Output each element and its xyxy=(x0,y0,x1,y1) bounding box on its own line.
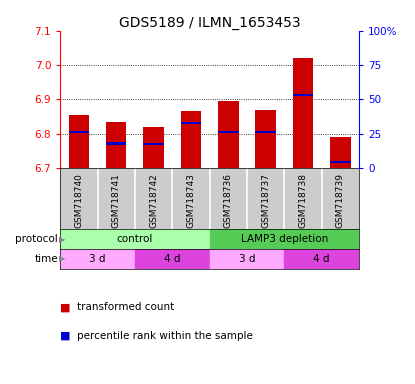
Text: GSM718740: GSM718740 xyxy=(74,173,83,228)
Bar xyxy=(210,229,359,249)
Bar xyxy=(210,168,247,229)
Bar xyxy=(322,168,359,229)
Text: time: time xyxy=(34,254,58,264)
Text: GSM718742: GSM718742 xyxy=(149,173,158,228)
Bar xyxy=(135,168,172,229)
Bar xyxy=(330,137,351,168)
Text: ▶: ▶ xyxy=(59,235,66,243)
Text: GSM718738: GSM718738 xyxy=(298,173,308,228)
Bar xyxy=(218,101,239,168)
Text: GSM718739: GSM718739 xyxy=(336,173,345,228)
Bar xyxy=(218,131,239,133)
Text: ■: ■ xyxy=(60,331,71,341)
Text: 4 d: 4 d xyxy=(164,254,181,264)
Bar xyxy=(106,142,127,144)
Bar xyxy=(181,111,201,168)
Bar xyxy=(106,122,127,168)
Bar xyxy=(172,168,210,229)
Text: transformed count: transformed count xyxy=(77,302,174,312)
Bar xyxy=(135,249,210,269)
Text: control: control xyxy=(117,234,153,244)
Text: GSM718743: GSM718743 xyxy=(186,173,195,228)
Bar xyxy=(330,161,351,163)
Text: 3 d: 3 d xyxy=(239,254,255,264)
Bar xyxy=(143,127,164,168)
Bar xyxy=(284,168,322,229)
Text: protocol: protocol xyxy=(15,234,58,244)
Bar xyxy=(293,94,313,96)
Bar xyxy=(293,58,313,168)
Text: 4 d: 4 d xyxy=(313,254,330,264)
Text: percentile rank within the sample: percentile rank within the sample xyxy=(77,331,253,341)
Bar xyxy=(68,115,89,168)
Text: LAMP3 depletion: LAMP3 depletion xyxy=(241,234,328,244)
Bar xyxy=(60,229,210,249)
Bar xyxy=(98,168,135,229)
Bar xyxy=(284,249,359,269)
Text: GSM718741: GSM718741 xyxy=(112,173,121,228)
Title: GDS5189 / ILMN_1653453: GDS5189 / ILMN_1653453 xyxy=(119,16,300,30)
Text: ■: ■ xyxy=(60,302,71,312)
Bar xyxy=(255,131,276,133)
Bar xyxy=(68,131,89,133)
Text: GSM718737: GSM718737 xyxy=(261,173,270,228)
Bar xyxy=(60,249,135,269)
Bar xyxy=(143,143,164,145)
Bar xyxy=(210,249,284,269)
Bar xyxy=(60,168,98,229)
Text: 3 d: 3 d xyxy=(89,254,106,264)
Bar xyxy=(181,122,201,124)
Bar xyxy=(255,110,276,168)
Text: ▶: ▶ xyxy=(59,254,66,263)
Bar xyxy=(247,168,284,229)
Text: GSM718736: GSM718736 xyxy=(224,173,233,228)
